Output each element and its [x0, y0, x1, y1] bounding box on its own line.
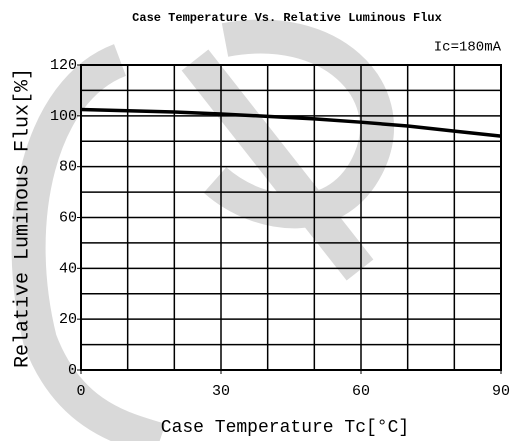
y-tick-label: 0: [68, 362, 77, 379]
x-tick-label: 90: [492, 383, 510, 400]
y-tick-label: 60: [59, 209, 77, 226]
data-line: [80, 107, 502, 138]
watermark: [11, 19, 394, 441]
y-tick-label: 80: [59, 159, 77, 176]
y-tick-label: 20: [59, 311, 77, 328]
watermark-arc: [203, 19, 394, 229]
watermark-stroke: [181, 49, 374, 281]
chart-title: Case Temperature Vs. Relative Luminous F…: [132, 11, 442, 25]
y-tick-label: 120: [50, 57, 77, 74]
x-tick-label: 0: [76, 383, 85, 400]
x-tick-label: 30: [212, 383, 230, 400]
y-tick-label: 100: [50, 108, 77, 125]
watermark-curve: [11, 44, 166, 441]
annotation: Ic=180mA: [434, 40, 502, 56]
y-tick-label: 40: [59, 260, 77, 277]
x-axis-label: Case Temperature Tc[°C]: [161, 418, 409, 438]
x-tick-label: 60: [352, 383, 370, 400]
y-axis-label: Relative Luminous Flux[%]: [11, 68, 34, 368]
